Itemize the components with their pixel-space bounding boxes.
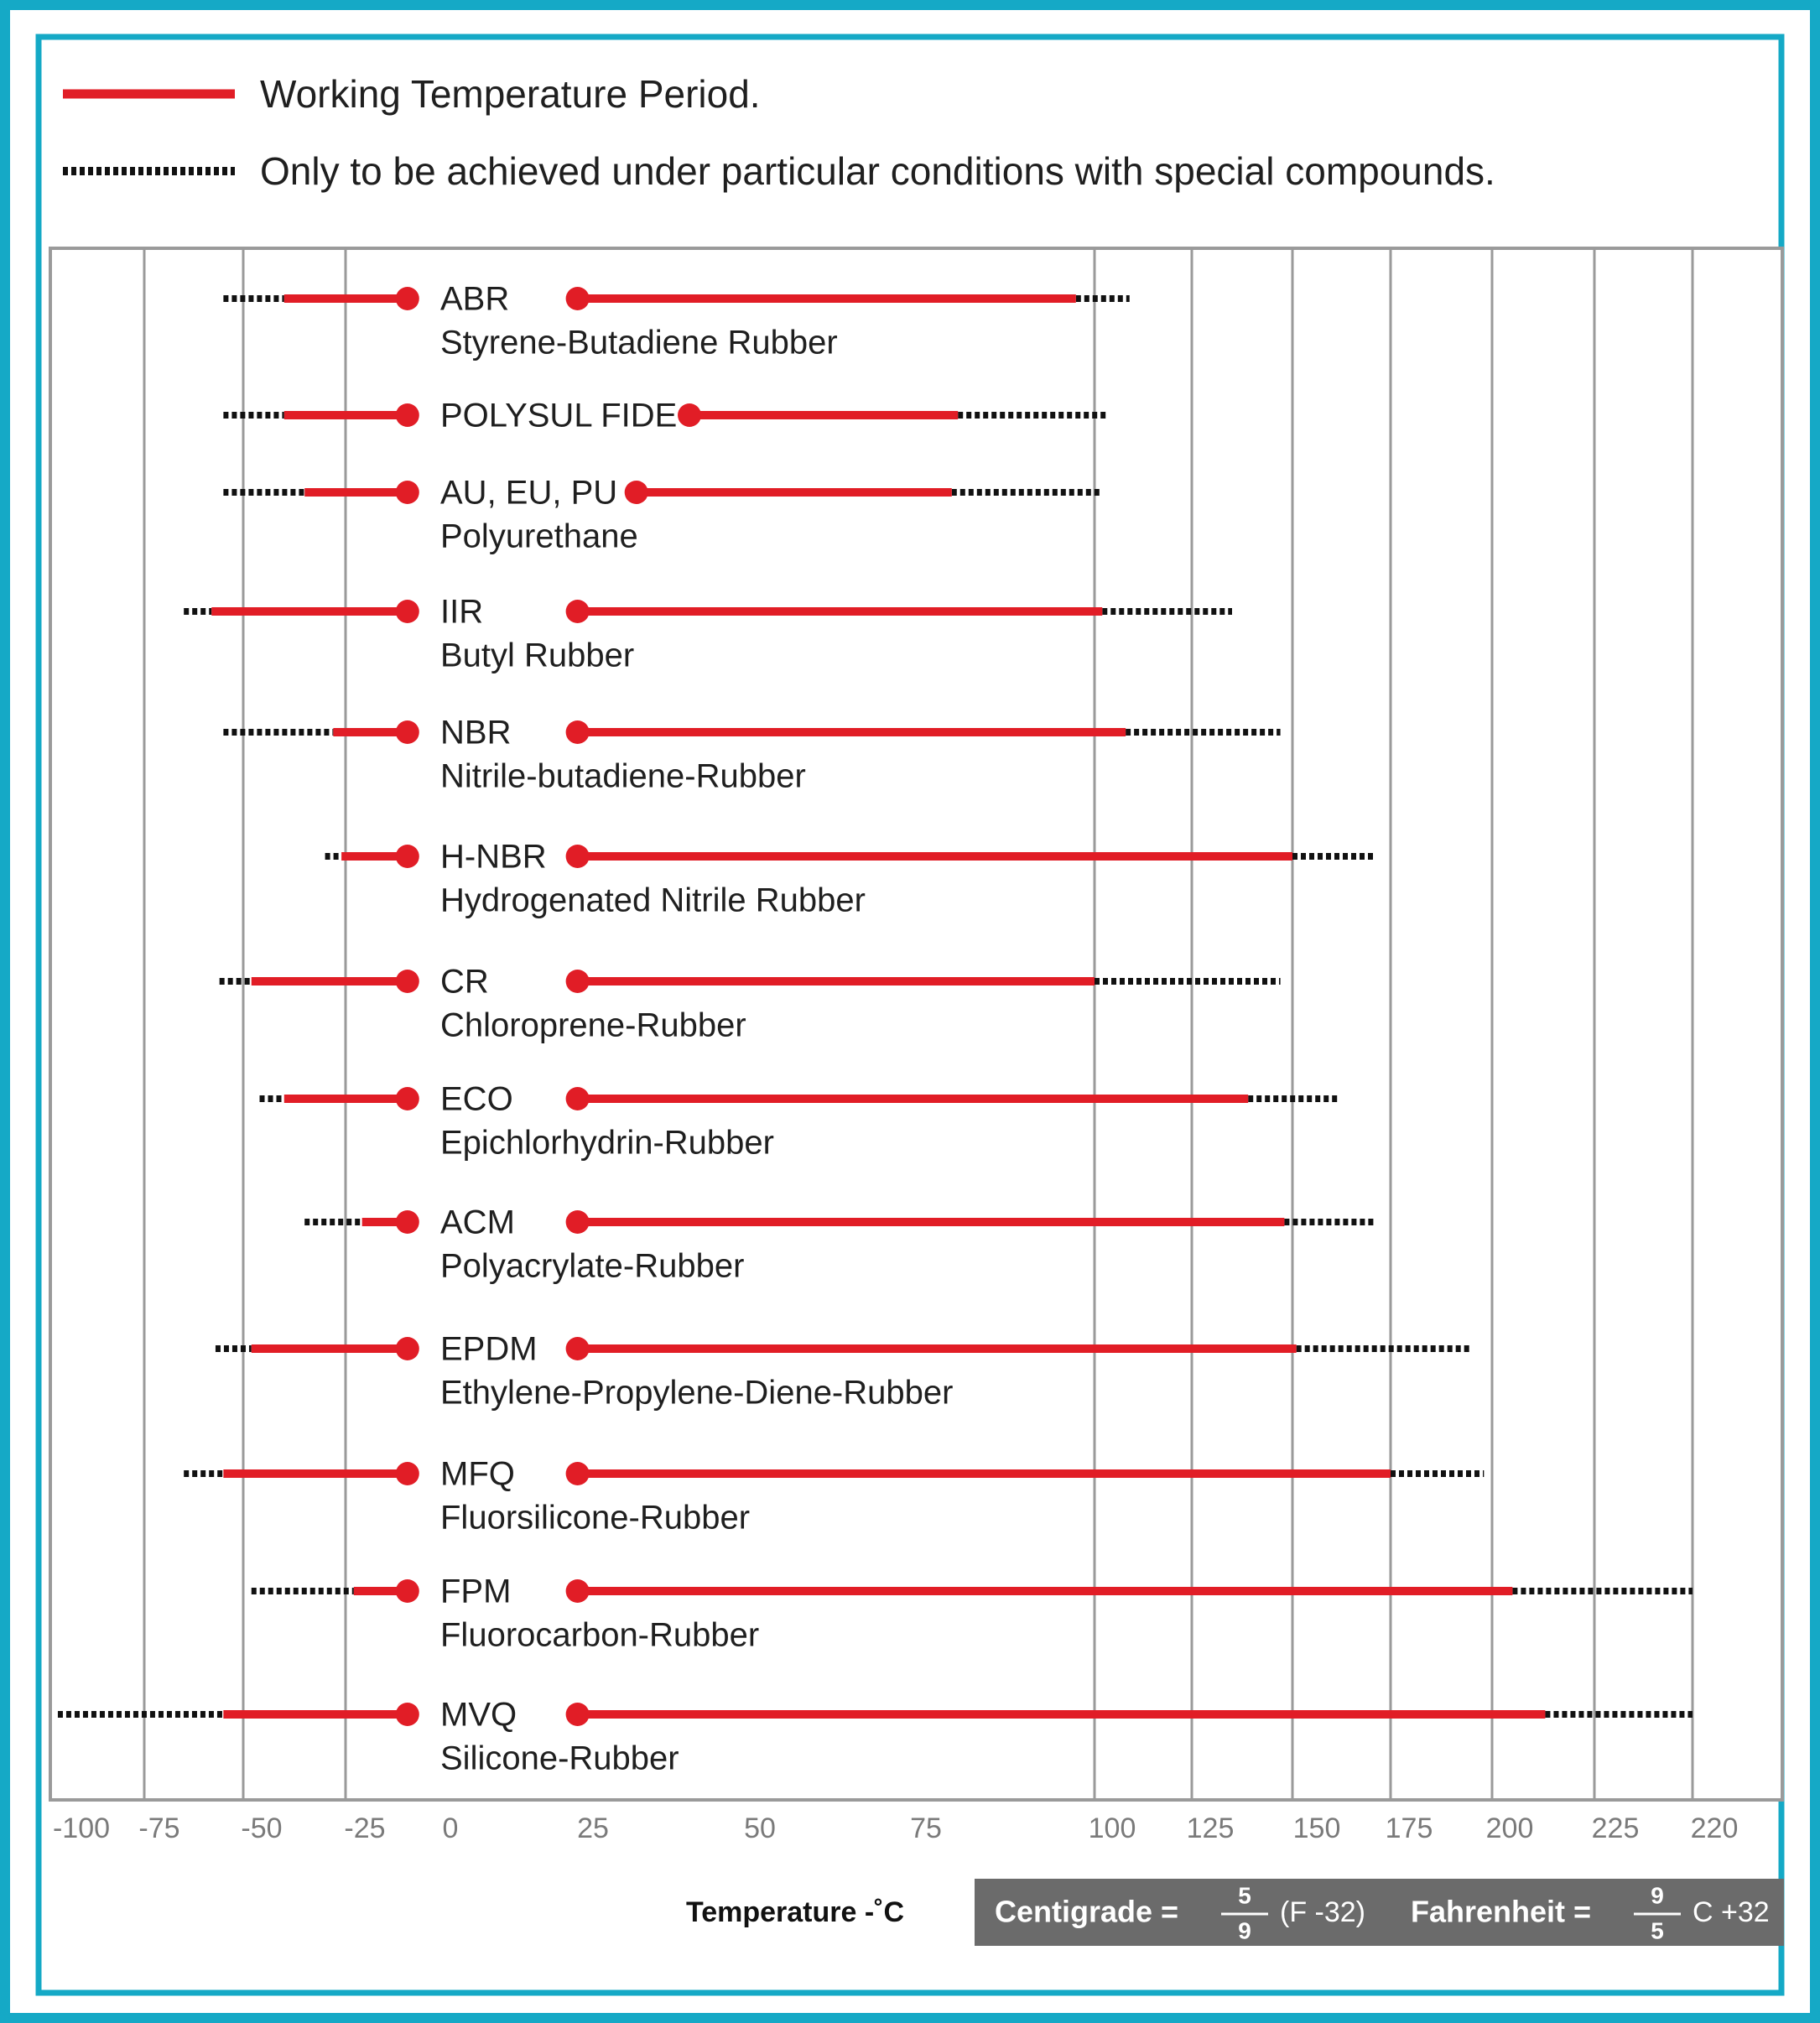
x-tick-label: 220 bbox=[1691, 1812, 1739, 1844]
material-code: MFQ bbox=[440, 1456, 515, 1493]
material-code: IIR bbox=[440, 594, 483, 631]
x-axis-label: Temperature -˚C bbox=[686, 1896, 904, 1928]
range-marker-high bbox=[565, 1579, 590, 1603]
range-marker-high bbox=[565, 1462, 590, 1485]
range-marker-high bbox=[565, 1337, 590, 1360]
range-marker-high bbox=[565, 600, 590, 623]
range-row: ABR Styrene-Butadiene Rubber bbox=[223, 281, 1130, 361]
material-code: ABR bbox=[440, 281, 509, 318]
x-tick-label: 200 bbox=[1486, 1812, 1534, 1844]
material-name: Polyurethane bbox=[440, 518, 638, 555]
material-code: MVQ bbox=[440, 1697, 517, 1734]
fahrenheit-tail: C +32 bbox=[1693, 1896, 1770, 1928]
range-row: NBR Nitrile-butadiene-Rubber bbox=[223, 715, 1281, 795]
range-row: IIR Butyl Rubber bbox=[184, 594, 1232, 674]
x-tick-label: 225 bbox=[1592, 1812, 1640, 1844]
range-row: H-NBR Hydrogenated Nitrile Rubber bbox=[325, 839, 1375, 919]
material-name: Nitrile-butadiene-Rubber bbox=[440, 758, 806, 795]
range-marker-low bbox=[395, 845, 419, 868]
range-marker-low bbox=[395, 600, 419, 623]
range-marker-high bbox=[565, 1703, 590, 1726]
material-name: Butyl Rubber bbox=[440, 637, 634, 674]
range-marker-low bbox=[395, 403, 419, 427]
x-tick-label: -50 bbox=[241, 1812, 282, 1844]
x-tick-label: 175 bbox=[1386, 1812, 1433, 1844]
material-name: Styrene-Butadiene Rubber bbox=[440, 325, 838, 361]
range-row: ACM Polyacrylate-Rubber bbox=[304, 1204, 1375, 1285]
material-name: Ethylene-Propylene-Diene-Rubber bbox=[440, 1375, 953, 1412]
range-marker-low bbox=[395, 1579, 419, 1603]
formula-background bbox=[975, 1879, 1784, 1946]
range-marker-low bbox=[395, 1210, 419, 1234]
range-marker-high bbox=[565, 1087, 590, 1110]
range-marker-low bbox=[395, 287, 419, 310]
x-tick-label: -100 bbox=[53, 1812, 110, 1844]
conversion-formula-box: Centigrade = 5 9 (F -32) Fahrenheit = 9 … bbox=[975, 1879, 1784, 1946]
legend-special-label: Only to be achieved under particular con… bbox=[260, 149, 1495, 193]
material-code: NBR bbox=[440, 715, 511, 751]
material-name: Epichlorhydrin-Rubber bbox=[440, 1125, 774, 1162]
centigrade-label: Centigrade = bbox=[995, 1895, 1178, 1929]
range-marker-high bbox=[565, 1210, 590, 1234]
range-row: POLYSUL FIDE bbox=[223, 398, 1106, 434]
range-row: CR Chloroprene-Rubber bbox=[219, 964, 1281, 1044]
range-marker-low bbox=[395, 481, 419, 504]
range-marker-high bbox=[678, 403, 702, 427]
range-marker-high bbox=[565, 720, 590, 744]
range-marker-high bbox=[565, 970, 590, 993]
x-tick-label: 0 bbox=[443, 1812, 459, 1844]
fahrenheit-numerator: 9 bbox=[1651, 1882, 1664, 1908]
material-code: H-NBR bbox=[440, 839, 547, 876]
material-name: Fluorsilicone-Rubber bbox=[440, 1500, 750, 1537]
material-name: Polyacrylate-Rubber bbox=[440, 1248, 744, 1285]
x-tick-label: 50 bbox=[744, 1812, 776, 1844]
range-row: FPM Fluorocarbon-Rubber bbox=[251, 1573, 1693, 1654]
legend-working-label: Working Temperature Period. bbox=[260, 72, 761, 116]
range-row: EPDM Ethylene-Propylene-Diene-Rubber bbox=[215, 1331, 1472, 1412]
range-row: MFQ Fluorsilicone-Rubber bbox=[184, 1456, 1485, 1537]
range-marker-low bbox=[395, 1087, 419, 1110]
centigrade-denominator: 9 bbox=[1238, 1917, 1251, 1943]
material-code: POLYSUL FIDE bbox=[440, 398, 677, 434]
centigrade-numerator: 5 bbox=[1238, 1882, 1251, 1908]
x-tick-label: 25 bbox=[577, 1812, 609, 1844]
material-code: AU, EU, PU bbox=[440, 475, 617, 512]
material-name: Fluorocarbon-Rubber bbox=[440, 1617, 759, 1654]
bars: ABR Styrene-Butadiene Rubber POLYSUL FIDE A… bbox=[57, 281, 1693, 1777]
x-tick-labels: -100 -75 -50 -25 0 25 50 75 100 125 150 175 200 225 22… bbox=[53, 1812, 1738, 1844]
range-marker-low bbox=[395, 1703, 419, 1726]
range-row: MVQ Silicone-Rubber bbox=[57, 1697, 1693, 1777]
range-marker-high bbox=[565, 287, 590, 310]
material-code: ECO bbox=[440, 1081, 513, 1118]
x-tick-label: 100 bbox=[1089, 1812, 1136, 1844]
range-marker-low bbox=[395, 720, 419, 744]
range-marker-high bbox=[565, 845, 590, 868]
material-name: Hydrogenated Nitrile Rubber bbox=[440, 882, 866, 919]
material-name: Silicone-Rubber bbox=[440, 1740, 679, 1777]
centigrade-tail: (F -32) bbox=[1280, 1896, 1365, 1928]
material-code: CR bbox=[440, 964, 489, 1001]
fahrenheit-denominator: 5 bbox=[1651, 1917, 1664, 1943]
material-code: FPM bbox=[440, 1573, 511, 1610]
range-marker-low bbox=[395, 1337, 419, 1360]
material-code: EPDM bbox=[440, 1331, 538, 1368]
range-marker-low bbox=[395, 1462, 419, 1485]
x-tick-label: -25 bbox=[344, 1812, 385, 1844]
range-marker-high bbox=[624, 481, 648, 504]
x-tick-label: 75 bbox=[910, 1812, 942, 1844]
material-code: ACM bbox=[440, 1204, 515, 1241]
x-tick-label: 125 bbox=[1187, 1812, 1235, 1844]
range-row: AU, EU, PU Polyurethane bbox=[223, 475, 1103, 555]
fahrenheit-label: Fahrenheit = bbox=[1411, 1895, 1591, 1929]
range-marker-low bbox=[395, 970, 419, 993]
grid-lines bbox=[143, 250, 1694, 1798]
x-tick-label: 150 bbox=[1293, 1812, 1341, 1844]
range-row: ECO Epichlorhydrin-Rubber bbox=[259, 1081, 1340, 1162]
x-tick-label: -75 bbox=[138, 1812, 179, 1844]
plot-area bbox=[49, 247, 1784, 1802]
material-name: Chloroprene-Rubber bbox=[440, 1007, 746, 1044]
